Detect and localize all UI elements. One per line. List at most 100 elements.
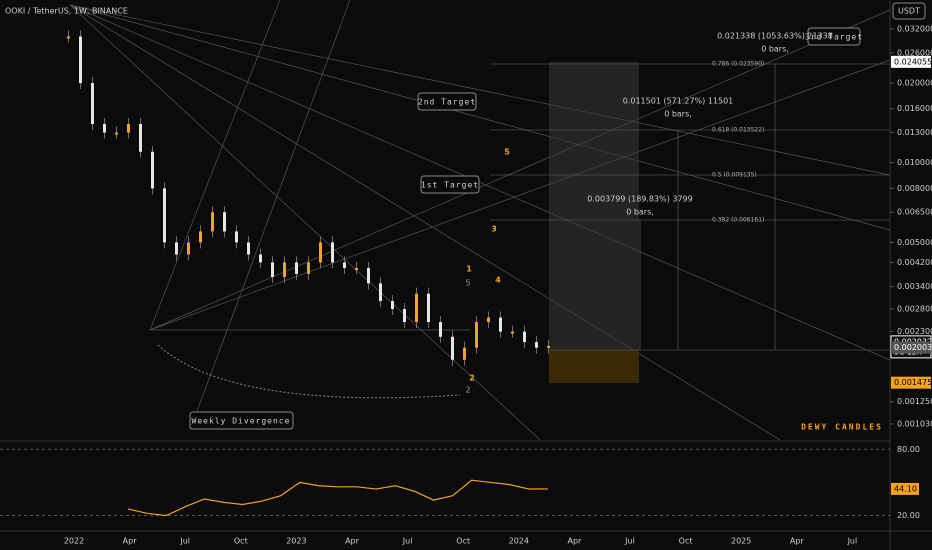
price-badge-label: 0.024055 [894,57,932,66]
candle [67,36,70,39]
candle [427,293,430,323]
candle [91,83,94,125]
price-tick-label: 0.002800 [897,305,932,314]
waves: 1 2 3 4 5 5 2 [465,148,510,395]
price-tick-label: 0.008000 [897,184,932,193]
time-tick-label: Jul [624,537,635,546]
price-tick-label: 0.004200 [897,258,932,267]
candle [439,322,442,337]
candle [211,212,214,232]
measure: 0.021338 (1053.63%) 21338 [717,32,833,41]
price-tick-label: 0.001250 [897,397,932,406]
currency-box[interactable] [892,2,926,20]
price-tick-label: 0.010000 [897,158,932,167]
candle [463,347,466,360]
candle [403,309,406,323]
stop-box [549,350,639,383]
candle [283,262,286,277]
time-tick-label: 2023 [286,537,306,546]
time-tick-label: Oct [234,537,248,546]
rsi-badge-label: 44.10 [894,484,917,493]
time-tick-label: 2025 [731,537,751,546]
time-tick-label: Apr [567,537,582,546]
fib-label: 0.618 (0.013522) [712,127,764,134]
candle [343,262,346,269]
time-tick-label: 2024 [509,537,529,546]
rsi-line [127,479,549,517]
currency[interactable]: USDT [898,7,920,16]
wave: 5 [504,148,510,157]
candle [247,242,250,255]
candle [259,254,262,263]
candle [175,242,178,255]
fib-label: 0.5 (0.009135) [712,172,757,179]
fib-lines [490,63,890,351]
fib-label: 0.786 (0.023590) [712,61,764,68]
divergence-label: Weekly Divergence [192,417,291,426]
time-tick-label: 2022 [64,537,84,546]
wave: 3 [491,225,497,234]
candle [115,132,118,135]
candle [151,151,154,189]
candle [79,36,82,84]
price-badge [891,376,931,389]
candle [319,242,322,263]
price-badge [891,55,931,68]
price-tick-label: 0.001030 [897,419,932,428]
time-tick-label: Apr [790,537,805,546]
candle [235,231,238,243]
wave: 5 [465,279,470,288]
chart-title: OOKI / TetherUS, 1W, BINANCE [5,7,128,16]
candle [499,317,502,332]
divergence-arc [157,344,461,399]
rsi-tick-label: 20.00 [897,511,920,520]
candle [523,331,526,343]
candle [271,262,274,277]
candle [139,124,142,152]
wave: 2 [469,374,475,383]
candle [127,124,130,133]
wave: 1 [466,265,472,274]
fib-label: 0.382 (0.006161) [712,217,764,224]
target-box [549,62,639,350]
price-tick-label: 0.003400 [897,282,932,291]
price-badge-label: 0.001475 [894,378,932,387]
candle [535,342,538,348]
time-tick-label: Jul [179,537,190,546]
rsi-badge [891,482,919,495]
label-boxes [189,27,861,430]
target-label: 3rd Target [805,33,863,42]
candle [331,242,334,263]
time-tick-label: Oct [456,537,470,546]
target-label: 2nd Target [418,98,476,107]
candle [355,268,358,271]
candle [511,331,514,334]
measure: 0.003799 (189.83%) 3799 [587,195,692,204]
price-tick-label: 0.032000 [897,25,932,34]
wave: 4 [495,276,501,285]
price-tick-label: 0.002300 [897,327,932,336]
measure: 0 bars, [626,208,654,217]
candle [367,268,370,284]
candle [379,283,382,302]
brand: DEWY CANDLES [801,423,883,432]
candle [295,262,298,274]
candle [187,242,190,255]
price-tick-label: 0.005000 [897,238,932,247]
candle [475,322,478,348]
time-tick-label: Jul [402,537,413,546]
wave: 2 [465,386,470,395]
candle [451,336,454,360]
candle [391,301,394,310]
candle [547,345,550,348]
price-tick-label: 0.026000 [897,48,932,57]
measure: 0.011501 (571.27%) 11501 [623,97,734,106]
measure: 0 bars, [761,45,789,54]
candle [163,188,166,243]
time-tick-label: Oct [679,537,693,546]
price-tick-label: 0.020000 [897,79,932,88]
target-label: 1st Target [421,181,479,190]
candle [415,293,418,323]
